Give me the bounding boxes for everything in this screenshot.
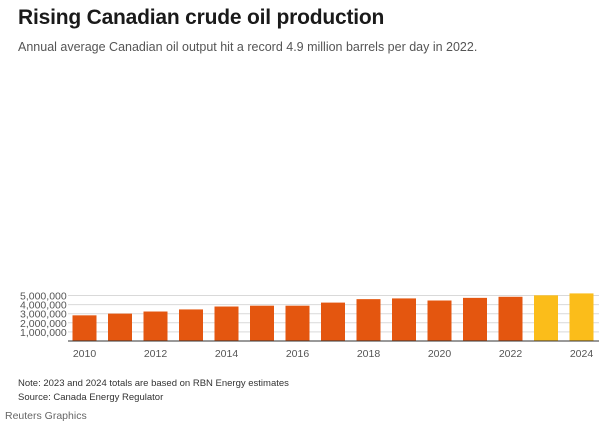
bar-2014 [214, 306, 239, 341]
x-tick-label: 2024 [570, 348, 594, 360]
bar-estimate-2024 [569, 293, 594, 341]
chart-source: Source: Canada Energy Regulator [18, 392, 164, 403]
bar-2015 [250, 305, 274, 341]
y-tick-label: 5,000,000 [20, 291, 67, 303]
x-tick-label: 2014 [215, 348, 239, 360]
bar-2012 [143, 311, 168, 341]
bar-2013 [179, 309, 203, 341]
x-tick-label: 2010 [73, 348, 97, 360]
chart-subtitle: Annual average Canadian oil output hit a… [18, 40, 478, 54]
x-tick-label: 2018 [357, 348, 381, 360]
x-tick-label: 2012 [144, 348, 168, 360]
y-tick-label: 3,000,000 [20, 309, 67, 321]
bar-2017 [321, 302, 345, 341]
tick-labels: 1,000,0002,000,0003,000,0004,000,0005,00… [20, 291, 593, 361]
x-tick-label: 2022 [499, 348, 523, 360]
bar-2018 [356, 299, 381, 341]
bar-2022 [498, 296, 523, 341]
bar-2016 [285, 305, 310, 341]
bar-2010 [72, 315, 97, 341]
y-tick-label: 4,000,000 [20, 300, 67, 312]
y-tick-label: 2,000,000 [20, 318, 67, 330]
reuters-graphics-credit: Reuters Graphics [5, 410, 87, 422]
y-tick-label: 1,000,000 [20, 327, 67, 339]
bar-2011 [108, 313, 132, 341]
bar-estimate-2023 [534, 295, 558, 341]
bar-2021 [463, 297, 487, 341]
bar-2020 [427, 300, 452, 341]
chart-note: Note: 2023 and 2024 totals are based on … [18, 378, 289, 389]
bar-2019 [392, 298, 416, 341]
x-tick-label: 2016 [286, 348, 310, 360]
chart-title: Rising Canadian crude oil production [18, 6, 385, 29]
x-tick-label: 2020 [428, 348, 452, 360]
bars [72, 293, 594, 341]
bar-chart: 1,000,0002,000,0003,000,0004,000,0005,00… [20, 291, 599, 361]
